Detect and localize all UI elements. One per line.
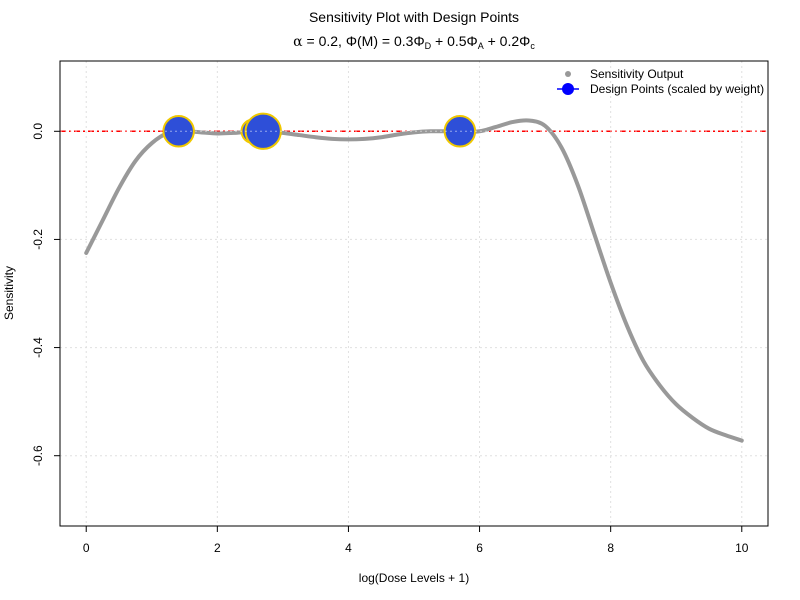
x-tick-label: 10	[735, 541, 749, 555]
y-axis-label: Sensitivity	[2, 266, 16, 320]
legend: Sensitivity Output Design Points (scaled…	[557, 67, 764, 96]
x-tick-label: 8	[607, 541, 614, 555]
x-axis-ticks: 0 2 4 6 8 10	[83, 526, 749, 555]
chart-subtitle: α = 0.2, Φ(M) = 0.3ΦD + 0.5ΦA + 0.2Φc	[293, 33, 535, 51]
subtitle-plus1: + 0.5	[431, 33, 467, 49]
subtitle-term2-symbol: Φ	[467, 33, 478, 49]
subtitle-alpha-eq: = 0.2,	[303, 33, 346, 49]
subtitle-term1-symbol: Φ	[413, 33, 424, 49]
y-tick-label: -0.6	[31, 445, 45, 466]
design-points-layer	[60, 112, 768, 150]
x-tick-label: 4	[345, 541, 352, 555]
chart-title: Sensitivity Plot with Design Points	[309, 9, 519, 25]
subtitle-term3-symbol: Φ	[519, 33, 530, 49]
y-axis-ticks: 0.0 -0.2 -0.4 -0.6	[31, 123, 60, 466]
design-point	[162, 115, 195, 148]
subtitle-phi-symbol: Φ	[346, 33, 357, 49]
y-tick-label: -0.4	[31, 337, 45, 358]
series-layer	[84, 118, 744, 443]
subtitle-phi-arg: (M)	[357, 33, 378, 49]
subtitle-term1-sub: D	[425, 41, 432, 51]
subtitle-alpha-symbol: α	[293, 34, 303, 50]
x-tick-label: 0	[83, 541, 90, 555]
y-tick-label: 0.0	[31, 123, 45, 140]
x-tick-label: 2	[214, 541, 221, 555]
subtitle-plus2: + 0.2	[484, 33, 520, 49]
x-tick-label: 6	[476, 541, 483, 555]
legend-entry-design-points: Design Points (scaled by weight)	[590, 82, 764, 96]
sensitivity-line	[84, 118, 744, 443]
subtitle-term2-sub: A	[478, 41, 484, 51]
y-tick-label: -0.2	[31, 229, 45, 250]
legend-dot-marker	[565, 71, 571, 77]
legend-circle-marker	[562, 83, 574, 95]
subtitle-term3-sub: c	[530, 41, 535, 51]
subtitle-eq: = 0.3	[378, 33, 414, 49]
x-axis-label: log(Dose Levels + 1)	[359, 571, 469, 585]
plot-frame	[59, 60, 769, 527]
legend-entry-sensitivity: Sensitivity Output	[590, 67, 684, 81]
